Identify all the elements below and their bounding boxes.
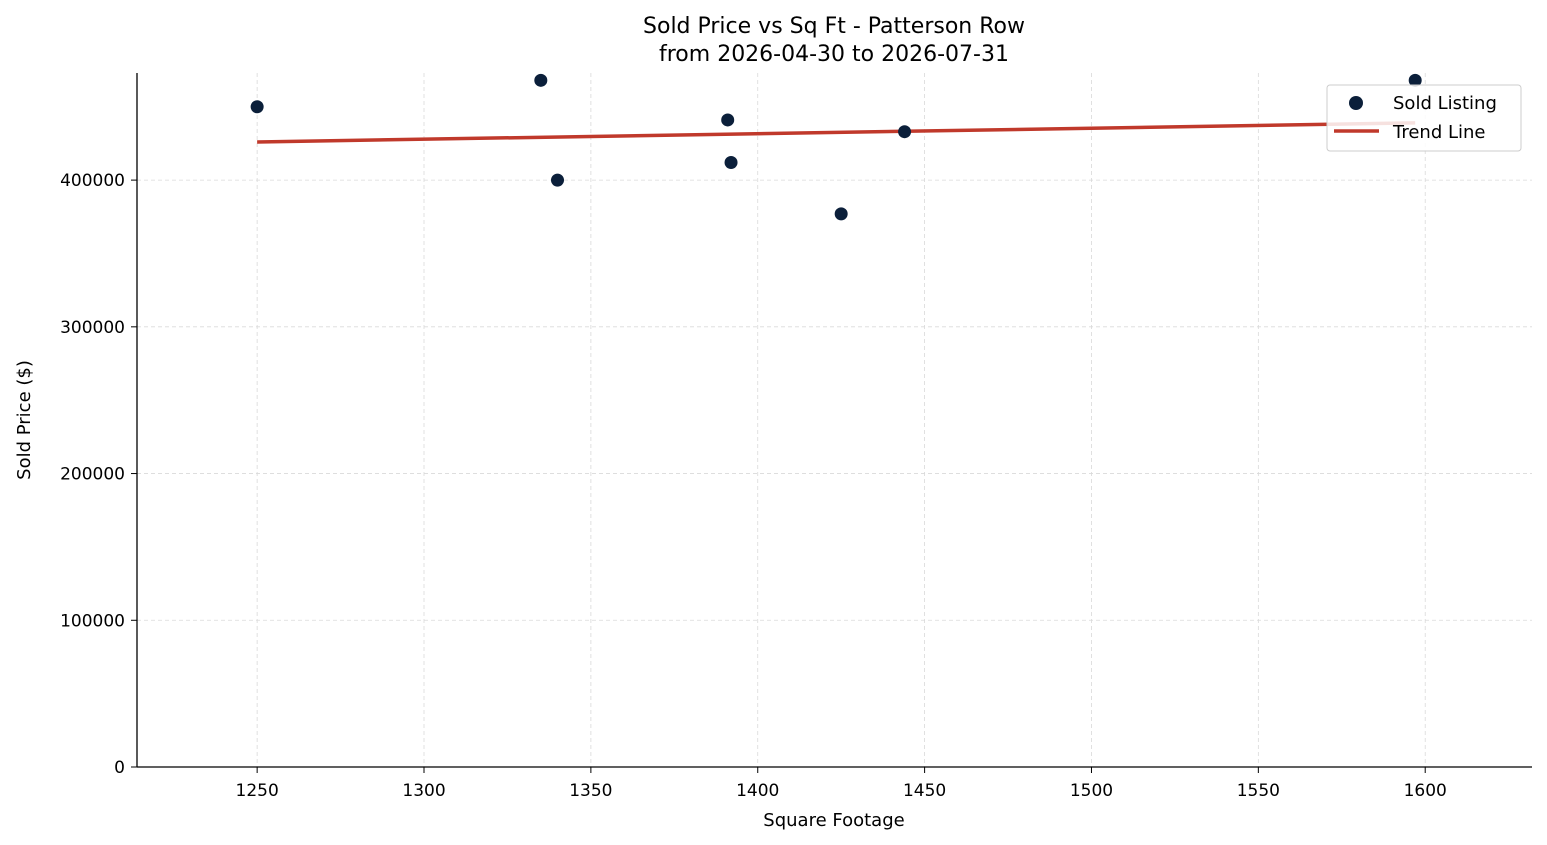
scatter-point (1408, 73, 1422, 87)
scatter-point (534, 73, 548, 87)
legend-marker-sold-listing (1349, 96, 1363, 110)
trend-layer (257, 121, 1416, 144)
scatter-point (551, 173, 565, 187)
y-axis-label: Sold Price ($) (14, 360, 35, 480)
y-tick-label: 100000 (60, 611, 125, 631)
legend-frame (1326, 84, 1522, 152)
x-tick-label: 1450 (903, 781, 946, 801)
x-tick-label: 1550 (1237, 781, 1280, 801)
legend: Sold Listing Trend Line (1326, 84, 1522, 152)
scatter-point (898, 125, 912, 139)
chart-title: Sold Price vs Sq Ft - Patterson Row (643, 14, 1025, 39)
scatter-point (250, 100, 264, 114)
x-tick-label: 1250 (236, 781, 279, 801)
axes-layer (136, 73, 1532, 768)
points-layer (250, 73, 1422, 221)
trend-line (257, 121, 1416, 144)
x-tick-label: 1350 (569, 781, 612, 801)
x-axis-label: Square Footage (763, 810, 904, 831)
x-tick-label: 1400 (736, 781, 779, 801)
grid-layer (137, 73, 1532, 768)
scatter-point (721, 113, 735, 127)
y-tick-label: 0 (114, 758, 125, 778)
scatter-point (724, 156, 738, 170)
x-tick-label: 1300 (402, 781, 445, 801)
chart-subtitle: from 2026-04-30 to 2026-07-31 (659, 42, 1009, 67)
legend-label-trend-line: Trend Line (1392, 122, 1486, 143)
y-tick-label: 400000 (60, 171, 125, 191)
legend-label-sold-listing: Sold Listing (1393, 93, 1497, 114)
y-tick-label: 200000 (60, 465, 125, 485)
y-tick-label: 300000 (60, 318, 125, 338)
x-tick-label: 1600 (1404, 781, 1447, 801)
ticks-layer: 1250 1300 1350 1400 1450 1500 1550 1600 0 100000 2… (60, 171, 1447, 801)
x-tick-label: 1500 (1070, 781, 1113, 801)
scatter-point (834, 207, 848, 221)
